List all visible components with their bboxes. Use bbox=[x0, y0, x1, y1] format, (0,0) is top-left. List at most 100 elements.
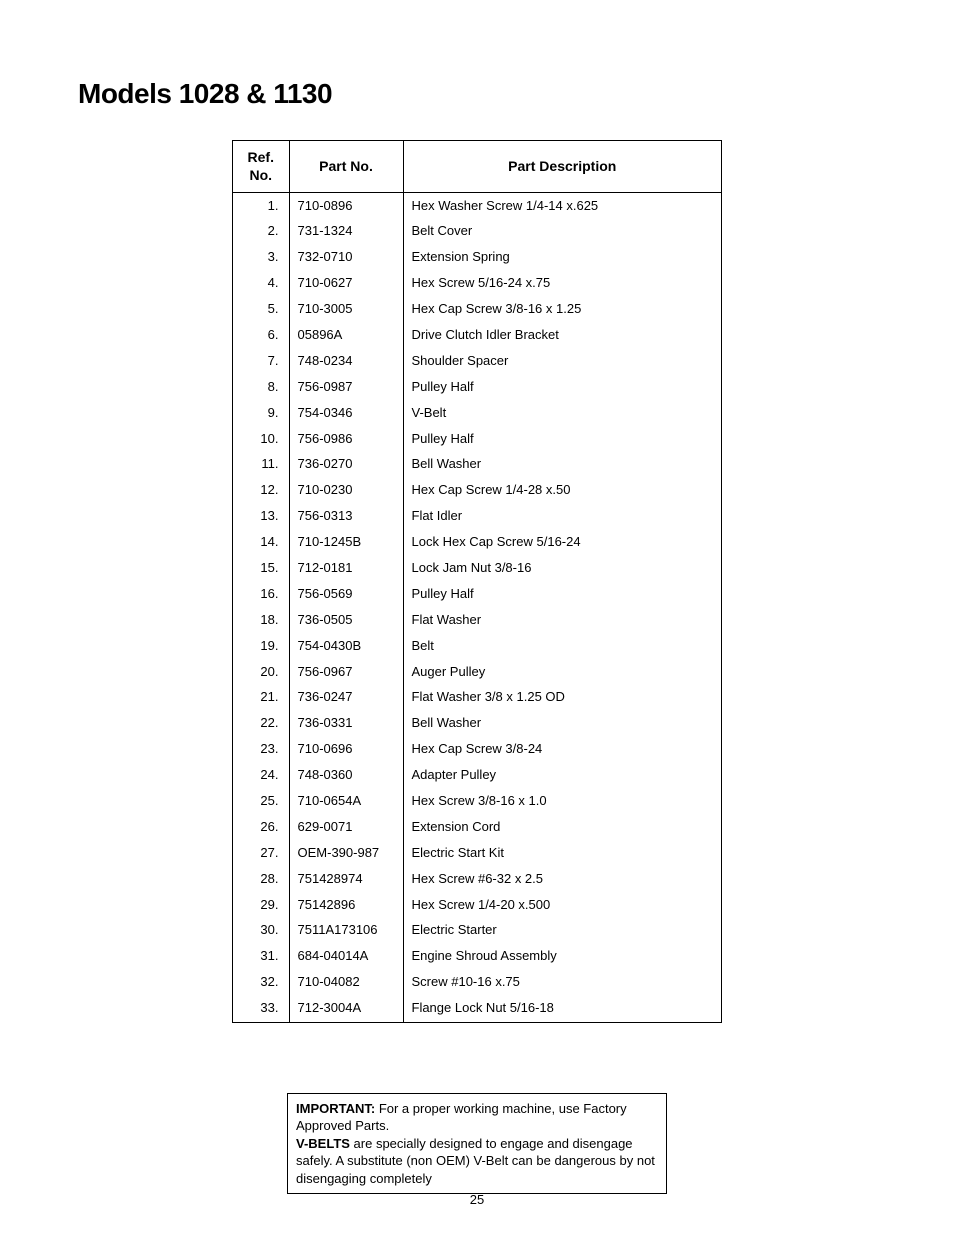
cell-ref: 22. bbox=[233, 711, 289, 737]
table-row: 32.710-04082Screw #10-16 x.75 bbox=[233, 970, 721, 996]
cell-desc: Shoulder Spacer bbox=[403, 348, 721, 374]
cell-desc: Hex Screw 1/4-20 x.500 bbox=[403, 892, 721, 918]
cell-ref: 33. bbox=[233, 996, 289, 1022]
table-row: 3.732-0710Extension Spring bbox=[233, 245, 721, 271]
cell-partno: 710-0896 bbox=[289, 193, 403, 219]
table-row: 13.756-0313Flat Idler bbox=[233, 504, 721, 530]
cell-desc: Adapter Pulley bbox=[403, 763, 721, 789]
table-row: 26.629-0071Extension Cord bbox=[233, 814, 721, 840]
cell-ref: 31. bbox=[233, 944, 289, 970]
table-row: 15.712-0181Lock Jam Nut 3/8-16 bbox=[233, 555, 721, 581]
cell-partno: 756-0313 bbox=[289, 504, 403, 530]
cell-ref: 16. bbox=[233, 581, 289, 607]
cell-desc: Pulley Half bbox=[403, 426, 721, 452]
cell-ref: 19. bbox=[233, 633, 289, 659]
cell-partno: OEM-390-987 bbox=[289, 840, 403, 866]
col-header-partno: Part No. bbox=[289, 141, 403, 193]
cell-ref: 12. bbox=[233, 478, 289, 504]
cell-desc: Bell Washer bbox=[403, 452, 721, 478]
cell-desc: Extension Spring bbox=[403, 245, 721, 271]
table-row: 1.710-0896Hex Washer Screw 1/4-14 x.625 bbox=[233, 193, 721, 219]
vbelts-label: V-BELTS bbox=[296, 1136, 350, 1151]
table-row: 22.736-0331Bell Washer bbox=[233, 711, 721, 737]
cell-partno: 710-0696 bbox=[289, 737, 403, 763]
cell-partno: 710-3005 bbox=[289, 297, 403, 323]
page-number: 25 bbox=[0, 1192, 954, 1207]
table-row: 18.736-0505Flat Washer bbox=[233, 607, 721, 633]
cell-partno: 751428974 bbox=[289, 866, 403, 892]
table-row: 11.736-0270Bell Washer bbox=[233, 452, 721, 478]
table-row: 24.748-0360Adapter Pulley bbox=[233, 763, 721, 789]
cell-desc: V-Belt bbox=[403, 400, 721, 426]
cell-partno: 736-0505 bbox=[289, 607, 403, 633]
cell-desc: Lock Hex Cap Screw 5/16-24 bbox=[403, 530, 721, 556]
cell-desc: Electric Starter bbox=[403, 918, 721, 944]
cell-partno: 684-04014A bbox=[289, 944, 403, 970]
cell-ref: 24. bbox=[233, 763, 289, 789]
cell-partno: 748-0234 bbox=[289, 348, 403, 374]
table-row: 16.756-0569Pulley Half bbox=[233, 581, 721, 607]
cell-desc: Flat Idler bbox=[403, 504, 721, 530]
cell-partno: 748-0360 bbox=[289, 763, 403, 789]
table-row: 27.OEM-390-987Electric Start Kit bbox=[233, 840, 721, 866]
cell-partno: 710-04082 bbox=[289, 970, 403, 996]
cell-desc: Belt bbox=[403, 633, 721, 659]
cell-ref: 9. bbox=[233, 400, 289, 426]
cell-ref: 15. bbox=[233, 555, 289, 581]
cell-ref: 4. bbox=[233, 271, 289, 297]
table-row: 8.756-0987Pulley Half bbox=[233, 374, 721, 400]
cell-ref: 32. bbox=[233, 970, 289, 996]
page: Models 1028 & 1130 Ref. No. Part No. Par… bbox=[0, 0, 954, 1235]
cell-partno: 7511A173106 bbox=[289, 918, 403, 944]
table-row: 5.710-3005Hex Cap Screw 3/8-16 x 1.25 bbox=[233, 297, 721, 323]
table-row: 9.754-0346V-Belt bbox=[233, 400, 721, 426]
table-row: 6.05896ADrive Clutch Idler Bracket bbox=[233, 322, 721, 348]
cell-ref: 11. bbox=[233, 452, 289, 478]
cell-ref: 21. bbox=[233, 685, 289, 711]
cell-desc: Auger Pulley bbox=[403, 659, 721, 685]
cell-desc: Belt Cover bbox=[403, 219, 721, 245]
cell-ref: 28. bbox=[233, 866, 289, 892]
parts-table: Ref. No. Part No. Part Description 1.710… bbox=[233, 141, 721, 1022]
cell-partno: 710-0654A bbox=[289, 788, 403, 814]
cell-desc: Hex Screw 3/8-16 x 1.0 bbox=[403, 788, 721, 814]
cell-ref: 10. bbox=[233, 426, 289, 452]
cell-partno: 736-0331 bbox=[289, 711, 403, 737]
cell-desc: Hex Washer Screw 1/4-14 x.625 bbox=[403, 193, 721, 219]
col-header-ref: Ref. No. bbox=[233, 141, 289, 193]
table-row: 2.731-1324Belt Cover bbox=[233, 219, 721, 245]
cell-desc: Hex Screw 5/16-24 x.75 bbox=[403, 271, 721, 297]
important-label: IMPORTANT: bbox=[296, 1101, 375, 1116]
cell-partno: 75142896 bbox=[289, 892, 403, 918]
cell-ref: 3. bbox=[233, 245, 289, 271]
cell-desc: Hex Cap Screw 3/8-24 bbox=[403, 737, 721, 763]
cell-partno: 731-1324 bbox=[289, 219, 403, 245]
cell-desc: Drive Clutch Idler Bracket bbox=[403, 322, 721, 348]
cell-desc: Hex Screw #6-32 x 2.5 bbox=[403, 866, 721, 892]
cell-ref: 8. bbox=[233, 374, 289, 400]
cell-desc: Engine Shroud Assembly bbox=[403, 944, 721, 970]
cell-partno: 756-0967 bbox=[289, 659, 403, 685]
page-title: Models 1028 & 1130 bbox=[78, 78, 876, 110]
cell-desc: Electric Start Kit bbox=[403, 840, 721, 866]
table-row: 30.7511A173106Electric Starter bbox=[233, 918, 721, 944]
table-row: 33.712-3004AFlange Lock Nut 5/16-18 bbox=[233, 996, 721, 1022]
table-body: 1.710-0896Hex Washer Screw 1/4-14 x.6252… bbox=[233, 193, 721, 1022]
cell-partno: 754-0346 bbox=[289, 400, 403, 426]
cell-desc: Lock Jam Nut 3/8-16 bbox=[403, 555, 721, 581]
cell-ref: 6. bbox=[233, 322, 289, 348]
cell-partno: 05896A bbox=[289, 322, 403, 348]
cell-ref: 23. bbox=[233, 737, 289, 763]
table-row: 20.756-0967Auger Pulley bbox=[233, 659, 721, 685]
cell-ref: 20. bbox=[233, 659, 289, 685]
cell-partno: 710-1245B bbox=[289, 530, 403, 556]
table-row: 10.756-0986Pulley Half bbox=[233, 426, 721, 452]
table-row: 31.684-04014AEngine Shroud Assembly bbox=[233, 944, 721, 970]
cell-partno: 756-0986 bbox=[289, 426, 403, 452]
cell-desc: Pulley Half bbox=[403, 374, 721, 400]
table-row: 4.710-0627Hex Screw 5/16-24 x.75 bbox=[233, 271, 721, 297]
cell-partno: 712-3004A bbox=[289, 996, 403, 1022]
important-note: IMPORTANT: For a proper working machine,… bbox=[287, 1093, 667, 1195]
cell-partno: 710-0627 bbox=[289, 271, 403, 297]
table-row: 14.710-1245BLock Hex Cap Screw 5/16-24 bbox=[233, 530, 721, 556]
